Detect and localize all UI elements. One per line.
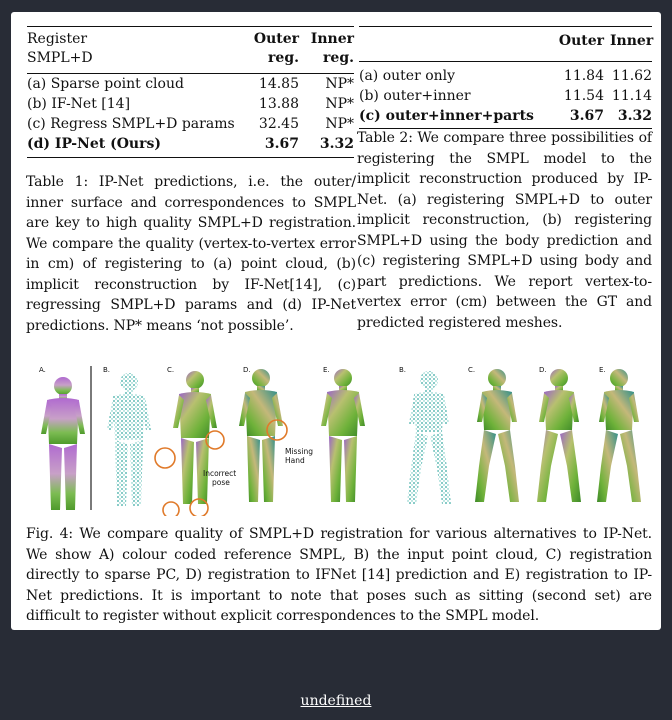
table-row: (a) outer only 11.84 11.62 <box>359 66 652 86</box>
row-inner: NP* <box>325 76 354 92</box>
panel-label: C. <box>167 366 174 374</box>
row-label: (c) Regress SMPL+D params <box>27 116 235 132</box>
row-inner: NP* <box>325 96 354 112</box>
header-smpld: SMPL+D <box>27 50 93 66</box>
row-outer: 11.84 <box>563 68 604 84</box>
table-header-rule <box>359 61 652 62</box>
table-row: (b) outer+inner 11.54 11.14 <box>359 86 652 106</box>
row-label: (a) Sparse point cloud <box>27 76 184 92</box>
row-label: (b) outer+inner <box>359 88 471 104</box>
header-outer: Outer <box>558 33 604 49</box>
figure-panel-e2: E. <box>597 366 641 502</box>
figure-panel-d: D. Missing Hand <box>239 366 313 502</box>
panel-label: B. <box>399 366 406 374</box>
figure-panel-d2: D. <box>537 366 581 502</box>
table-header-rule <box>27 73 354 74</box>
row-label: (c) outer+inner+parts <box>359 108 534 124</box>
table-row: (a) Sparse point cloud 14.85 NP* <box>27 74 354 94</box>
row-outer: 32.45 <box>258 116 299 132</box>
row-outer: 11.54 <box>563 88 604 104</box>
annotation-hand: Hand <box>285 456 305 465</box>
panel-label: D. <box>243 366 251 374</box>
row-inner: 3.32 <box>617 108 652 124</box>
row-label: (b) IF-Net [14] <box>27 96 131 112</box>
panel-label: B. <box>103 366 110 374</box>
panel-label: E. <box>323 366 330 374</box>
row-outer: 14.85 <box>258 76 299 92</box>
figure-panel-b2: B. <box>399 366 451 504</box>
footer-link[interactable]: undefined <box>300 693 372 709</box>
row-inner: 11.14 <box>611 88 652 104</box>
row-label: (a) outer only <box>359 68 456 84</box>
annotation-missing: Missing <box>285 447 313 456</box>
table-bottom-rule <box>27 157 354 158</box>
table-1: Register SMPL+D Outer reg. Inner reg. (a… <box>27 26 354 158</box>
table-2-caption: Table 2: We compare three possibilities … <box>357 130 652 331</box>
row-label: (d) IP-Net (Ours) <box>27 136 161 152</box>
figure-4-caption: Fig. 4: We compare quality of SMPL+D reg… <box>26 526 652 624</box>
panel-label: D. <box>539 366 547 374</box>
header-inner: Inner <box>310 31 354 47</box>
row-outer: 3.67 <box>264 136 299 152</box>
table-1-caption: Table 1: IP-Net predictions, i.e. the ou… <box>26 174 356 334</box>
header-outer-reg: reg. <box>268 50 299 66</box>
header-inner-reg: reg. <box>323 50 354 66</box>
header-inner: Inner <box>610 33 654 49</box>
panel-label: A. <box>39 366 46 374</box>
header-register: Register <box>27 31 88 47</box>
figure-panel-c: C. Incorrect pose <box>154 366 236 516</box>
row-outer: 13.88 <box>258 96 299 112</box>
row-inner: 11.62 <box>611 68 652 84</box>
row-inner: 3.32 <box>319 136 354 152</box>
panel-label: C. <box>468 366 475 374</box>
table-row: (c) Regress SMPL+D params 32.45 NP* <box>27 114 354 134</box>
panel-label: E. <box>599 366 606 374</box>
table-row-best: (c) outer+inner+parts 3.67 3.32 <box>359 106 652 126</box>
table-top-rule <box>359 26 652 27</box>
table-row-ours: (d) IP-Net (Ours) 3.67 3.32 <box>27 134 354 154</box>
table-row: (b) IF-Net [14] 13.88 NP* <box>27 94 354 114</box>
table-header: Outer Inner <box>359 27 654 61</box>
table-2: Outer Inner (a) outer only 11.84 11.62 (… <box>359 26 654 129</box>
row-outer: 3.67 <box>569 108 604 124</box>
paper-page: Register SMPL+D Outer reg. Inner reg. (a… <box>11 12 661 630</box>
figure-panel-c2: C. <box>468 366 519 502</box>
annotation-pose: pose <box>212 478 230 487</box>
figure-4: A. B. C. Incorrect pose <box>31 360 643 516</box>
table-top-rule <box>27 26 354 27</box>
figure-panel-a: A. <box>39 366 85 510</box>
header-outer: Outer <box>253 31 299 47</box>
table-bottom-rule <box>359 128 652 129</box>
figure-panel-b: B. <box>103 366 151 506</box>
table-header: Register SMPL+D Outer reg. Inner reg. <box>27 27 354 73</box>
annotation-incorrect: Incorrect <box>203 469 236 478</box>
figure-panel-e: E. <box>321 366 365 502</box>
row-inner: NP* <box>325 116 354 132</box>
figure-4-image: A. B. C. Incorrect pose <box>39 366 641 516</box>
